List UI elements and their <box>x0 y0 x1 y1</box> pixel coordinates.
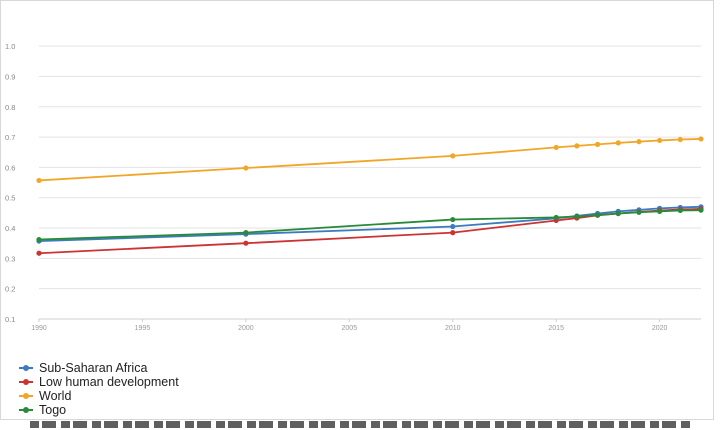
y-tick-label: 0.3 <box>5 254 15 263</box>
chart-frame: 0.1 0.2 0.3 0.4 0.5 0.6 0.7 0.8 0.9 1.0 1990 1995 2… <box>0 0 714 420</box>
data-point-world <box>243 165 249 171</box>
data-point-world <box>677 136 683 143</box>
legend-label: World <box>39 389 72 403</box>
y-tick-label: 1.0 <box>5 42 15 51</box>
data-point-world <box>698 136 704 142</box>
line-chart: 0.1 0.2 0.3 0.4 0.5 0.6 0.7 0.8 0.9 1.0 1990 1995 2… <box>5 42 704 332</box>
y-axis-ticks: 0.1 0.2 0.3 0.4 0.5 0.6 0.7 0.8 0.9 1.0 <box>5 42 15 324</box>
series-line-world <box>38 138 702 182</box>
data-point-world <box>594 141 601 147</box>
series-group <box>36 136 704 256</box>
legend-item-sub-saharan-africa[interactable]: Sub-Saharan Africa <box>19 361 179 375</box>
data-point-world <box>615 140 621 146</box>
x-tick-label: 1990 <box>31 325 47 332</box>
x-tick-label: 1995 <box>135 325 151 332</box>
series-line-togo <box>38 209 702 241</box>
data-point-togo <box>553 214 559 221</box>
legend-swatch-icon <box>19 363 33 373</box>
data-point-world <box>574 143 580 149</box>
legend-item-togo[interactable]: Togo <box>19 403 179 417</box>
legend-item-low-human-development[interactable]: Low human development <box>19 375 179 389</box>
x-tick-label: 2010 <box>445 325 461 332</box>
data-point-world <box>36 177 42 184</box>
legend-label: Sub-Saharan Africa <box>39 361 148 375</box>
y-tick-label: 0.6 <box>5 163 15 172</box>
x-tick-label: 2000 <box>238 325 254 332</box>
data-point-togo <box>636 209 642 215</box>
legend-label: Low human development <box>39 375 179 389</box>
legend: Sub-Saharan Africa Low human development… <box>19 361 179 417</box>
x-tick-label: 2020 <box>652 325 668 332</box>
legend-swatch-icon <box>19 391 33 401</box>
y-tick-label: 0.4 <box>5 224 15 233</box>
data-point-low-human-development <box>36 250 42 256</box>
data-point-togo <box>36 236 42 243</box>
data-point-togo <box>698 207 704 213</box>
gridlines <box>39 45 701 320</box>
y-tick-label: 0.8 <box>5 103 15 112</box>
cropped-caption-strip <box>0 420 720 430</box>
cropped-caption-text <box>30 421 690 428</box>
data-point-togo <box>615 210 621 217</box>
data-point-sub-saharan-africa <box>450 223 456 230</box>
y-tick-label: 0.2 <box>5 285 15 294</box>
x-axis-ticks: 1990 1995 2000 2005 2010 2015 2020 <box>31 319 668 332</box>
data-point-low-human-development <box>450 230 456 236</box>
legend-swatch-icon <box>19 377 33 387</box>
data-point-togo <box>243 230 249 236</box>
y-tick-label: 0.9 <box>5 72 15 81</box>
x-tick-label: 2015 <box>548 325 564 332</box>
data-point-world <box>450 153 456 159</box>
data-point-togo <box>574 213 580 220</box>
data-point-world <box>553 144 559 151</box>
data-point-togo <box>677 207 683 214</box>
y-tick-label: 0.5 <box>5 194 15 203</box>
legend-label: Togo <box>39 403 67 417</box>
y-tick-label: 0.1 <box>5 315 15 324</box>
x-tick-label: 2005 <box>342 325 358 332</box>
legend-swatch-icon <box>19 405 33 415</box>
data-point-world <box>636 139 642 145</box>
data-point-togo <box>594 212 601 218</box>
y-tick-label: 0.7 <box>5 133 15 142</box>
legend-item-world[interactable]: World <box>19 389 179 403</box>
data-point-togo <box>657 208 663 214</box>
data-point-togo <box>450 216 456 223</box>
data-point-low-human-development <box>243 240 249 246</box>
data-point-world <box>657 137 663 144</box>
